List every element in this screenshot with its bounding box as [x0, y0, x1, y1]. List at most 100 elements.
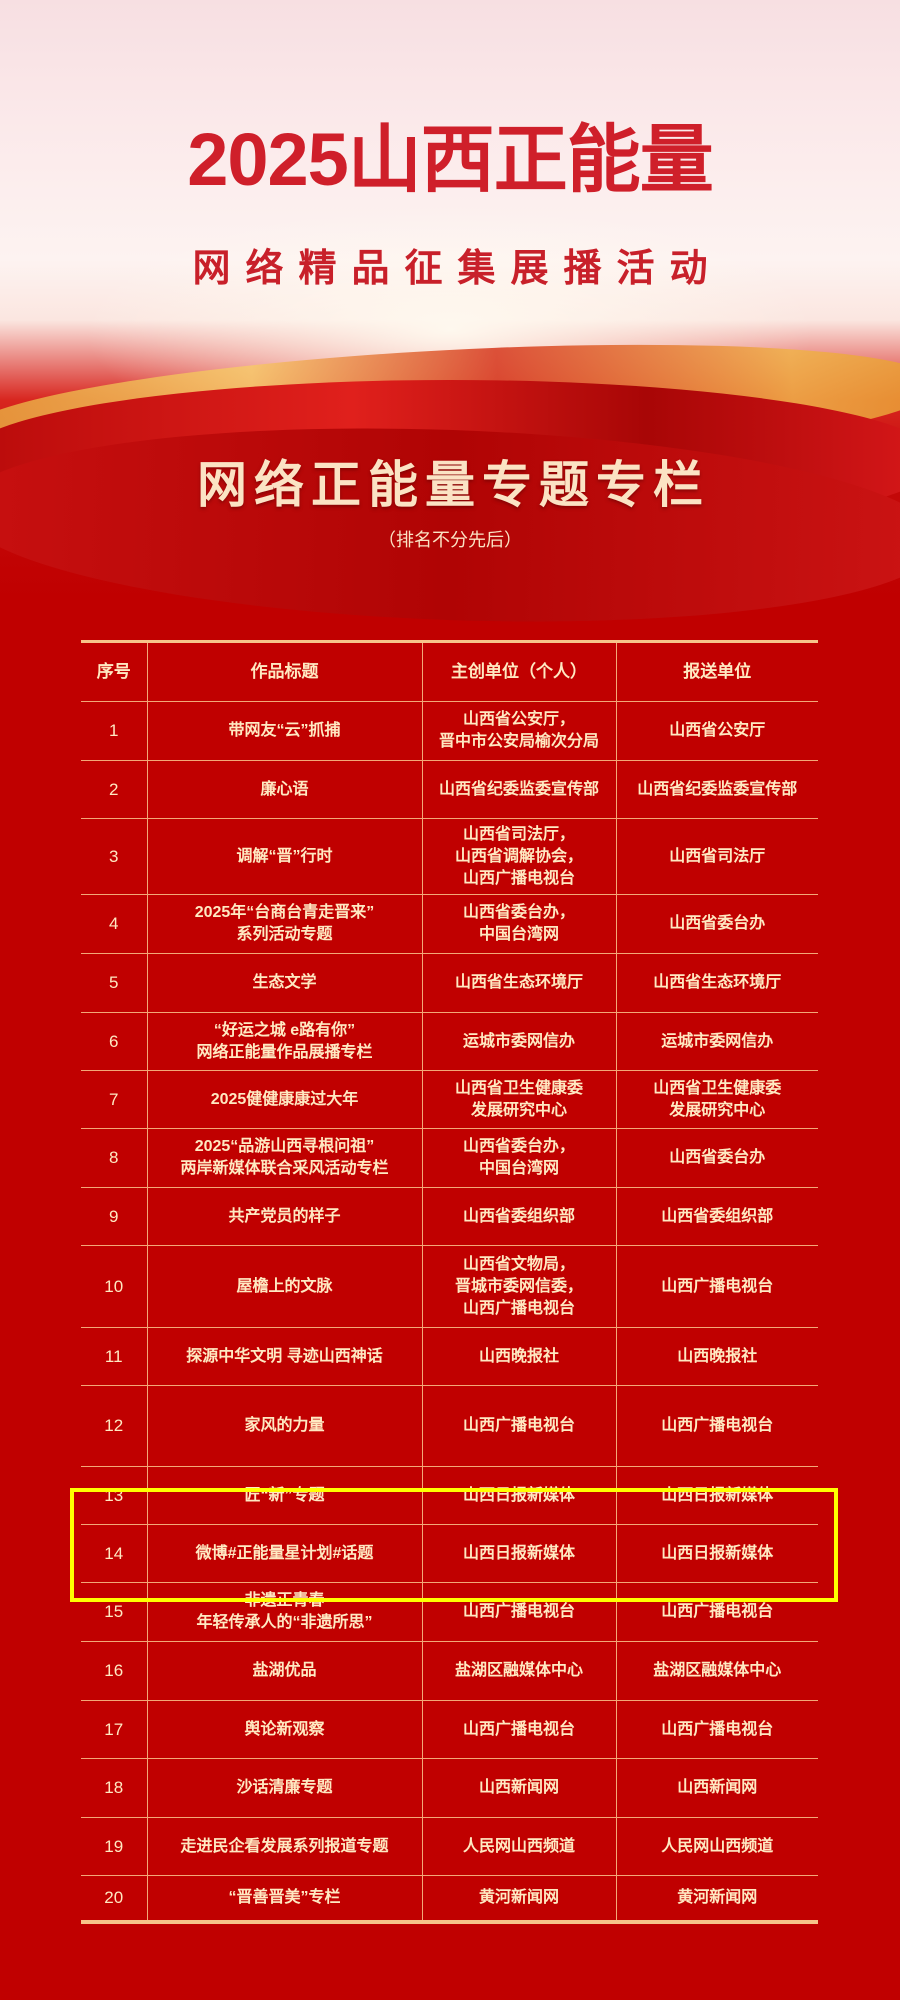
- creator-unit: 盐湖区融媒体中心: [421, 1641, 616, 1701]
- row-number: 10: [81, 1245, 147, 1328]
- submitting-unit: 山西省委台办: [615, 1128, 818, 1188]
- row-number: 16: [81, 1641, 147, 1701]
- table-row: 7 2025健健康康过大年 山西省卫生健康委 发展研究中心 山西省卫生健康委 发展研究…: [81, 1070, 818, 1129]
- row-number: 4: [81, 894, 147, 954]
- row-number: 14: [81, 1524, 147, 1583]
- row-number: 1: [81, 701, 147, 761]
- table-row: 17 舆论新观察 山西广播电视台 山西广播电视台: [81, 1700, 818, 1759]
- work-title: 2025“品游山西寻根问祖” 两岸新媒体联合采风活动专栏: [146, 1128, 422, 1188]
- creator-unit: 山西日报新媒体: [421, 1466, 616, 1525]
- row-number: 19: [81, 1817, 147, 1876]
- column-header-number: 序号: [81, 641, 147, 702]
- creator-unit: 山西省卫生健康委 发展研究中心: [421, 1070, 616, 1129]
- work-title: 生态文学: [146, 953, 422, 1013]
- column-header-creator: 主创单位（个人）: [421, 641, 616, 702]
- row-number: 5: [81, 953, 147, 1013]
- table-row: 19 走进民企看发展系列报道专题 人民网山西频道 人民网山西频道: [81, 1817, 818, 1876]
- table-row: 16 盐湖优品 盐湖区融媒体中心 盐湖区融媒体中心: [81, 1641, 818, 1701]
- row-number: 17: [81, 1700, 147, 1759]
- row-number: 8: [81, 1128, 147, 1188]
- table-header-row: 序号 作品标题 主创单位（个人） 报送单位: [81, 641, 818, 702]
- table-row: 13 匠“新”专题 山西日报新媒体 山西日报新媒体: [81, 1466, 818, 1525]
- work-title: 调解“晋”行时: [146, 818, 422, 895]
- row-number: 11: [81, 1327, 147, 1386]
- creator-unit: 山西日报新媒体: [421, 1524, 616, 1583]
- submitting-unit: 黄河新闻网: [615, 1875, 818, 1922]
- work-title: 带网友“云”抓捕: [146, 701, 422, 761]
- work-title: “好运之城 e路有你” 网络正能量作品展播专栏: [146, 1012, 422, 1071]
- creator-unit: 山西广播电视台: [421, 1700, 616, 1759]
- row-number: 18: [81, 1758, 147, 1818]
- submitting-unit: 山西广播电视台: [615, 1245, 818, 1328]
- row-number: 6: [81, 1012, 147, 1071]
- creator-unit: 山西省生态环境厅: [421, 953, 616, 1013]
- table-row: 20 “晋善晋美”专栏 黄河新闻网 黄河新闻网: [81, 1875, 818, 1922]
- row-number: 3: [81, 818, 147, 895]
- column-header-submitter: 报送单位: [615, 641, 818, 702]
- work-title: 舆论新观察: [146, 1700, 422, 1759]
- work-title: 共产党员的样子: [146, 1187, 422, 1246]
- table-row: 18 沙话清廉专题 山西新闻网 山西新闻网: [81, 1758, 818, 1818]
- creator-unit: 山西省委台办， 中国台湾网: [421, 894, 616, 954]
- creator-unit: 人民网山西频道: [421, 1817, 616, 1876]
- work-title: 盐湖优品: [146, 1641, 422, 1701]
- work-title: 沙话清廉专题: [146, 1758, 422, 1818]
- submitting-unit: 山西日报新媒体: [615, 1466, 818, 1525]
- table-row: 6 “好运之城 e路有你” 网络正能量作品展播专栏 运城市委网信办 运城市委网信办: [81, 1012, 818, 1071]
- submitting-unit: 运城市委网信办: [615, 1012, 818, 1071]
- submitting-unit: 山西广播电视台: [615, 1700, 818, 1759]
- work-title: 屋檐上的文脉: [146, 1245, 422, 1328]
- creator-unit: 运城市委网信办: [421, 1012, 616, 1071]
- work-title: 微博#正能量星计划#话题: [146, 1524, 422, 1583]
- table-row: 15 非遗正青春 年轻传承人的“非遗所思” 山西广播电视台 山西广播电视台: [81, 1582, 818, 1642]
- table-row: 1 带网友“云”抓捕 山西省公安厅， 晋中市公安局榆次分局 山西省公安厅: [81, 701, 818, 761]
- submitting-unit: 山西日报新媒体: [615, 1524, 818, 1583]
- submitting-unit: 山西广播电视台: [615, 1385, 818, 1467]
- table-row: 11 探源中华文明 寻迹山西神话 山西晚报社 山西晚报社: [81, 1327, 818, 1386]
- submitting-unit: 山西晚报社: [615, 1327, 818, 1386]
- table-row: 3 调解“晋”行时 山西省司法厅， 山西省调解协会， 山西广播电视台 山西省司法厅: [81, 818, 818, 895]
- creator-unit: 山西晚报社: [421, 1327, 616, 1386]
- table-row: 5 生态文学 山西省生态环境厅 山西省生态环境厅: [81, 953, 818, 1013]
- page-title: 2025山西正能量: [187, 118, 714, 201]
- work-title: 家风的力量: [146, 1385, 422, 1467]
- work-title: 非遗正青春 年轻传承人的“非遗所思”: [146, 1582, 422, 1642]
- work-title: “晋善晋美”专栏: [146, 1875, 422, 1922]
- submitting-unit: 山西省生态环境厅: [615, 953, 818, 1013]
- work-title: 2025年“台商台青走晋来” 系列活动专题: [146, 894, 422, 954]
- submitting-unit: 山西省卫生健康委 发展研究中心: [615, 1070, 818, 1129]
- work-title: 匠“新”专题: [146, 1466, 422, 1525]
- creator-unit: 山西省委组织部: [421, 1187, 616, 1246]
- submitting-unit: 山西新闻网: [615, 1758, 818, 1818]
- row-number: 20: [81, 1875, 147, 1922]
- table-row: 2 廉心语 山西省纪委监委宣传部 山西省纪委监委宣传部: [81, 760, 818, 819]
- row-number: 9: [81, 1187, 147, 1246]
- row-number: 15: [81, 1582, 147, 1642]
- work-title: 2025健健康康过大年: [146, 1070, 422, 1129]
- column-header-title: 作品标题: [146, 641, 422, 702]
- table-row: 10 屋檐上的文脉 山西省文物局， 晋城市委网信委， 山西广播电视台 山西广播电视台: [81, 1245, 818, 1328]
- work-title: 廉心语: [146, 760, 422, 819]
- row-number: 7: [81, 1070, 147, 1129]
- row-number: 13: [81, 1466, 147, 1525]
- creator-unit: 山西广播电视台: [421, 1385, 616, 1467]
- submitting-unit: 山西广播电视台: [615, 1582, 818, 1642]
- creator-unit: 山西新闻网: [421, 1758, 616, 1818]
- creator-unit: 山西省委台办， 中国台湾网: [421, 1128, 616, 1188]
- creator-unit: 山西省文物局， 晋城市委网信委， 山西广播电视台: [421, 1245, 616, 1328]
- submitting-unit: 山西省委台办: [615, 894, 818, 954]
- creator-unit: 山西省司法厅， 山西省调解协会， 山西广播电视台: [421, 818, 616, 895]
- creator-unit: 山西广播电视台: [421, 1582, 616, 1642]
- creator-unit: 山西省纪委监委宣传部: [421, 760, 616, 819]
- table-row: 14 微博#正能量星计划#话题 山西日报新媒体 山西日报新媒体: [81, 1524, 818, 1583]
- submitting-unit: 山西省委组织部: [615, 1187, 818, 1246]
- submitting-unit: 山西省司法厅: [615, 818, 818, 895]
- works-table: 序号 作品标题 主创单位（个人） 报送单位 1 带网友“云”抓捕 山西省公安厅， 晋…: [81, 640, 818, 1924]
- submitting-unit: 人民网山西频道: [615, 1817, 818, 1876]
- work-title: 探源中华文明 寻迹山西神话: [146, 1327, 422, 1386]
- section-title: 网络正能量专题专栏: [197, 457, 710, 513]
- row-number: 12: [81, 1385, 147, 1467]
- submitting-unit: 山西省纪委监委宣传部: [615, 760, 818, 819]
- page-subtitle: 网络精品征集展播活动: [192, 248, 723, 290]
- creator-unit: 山西省公安厅， 晋中市公安局榆次分局: [421, 701, 616, 761]
